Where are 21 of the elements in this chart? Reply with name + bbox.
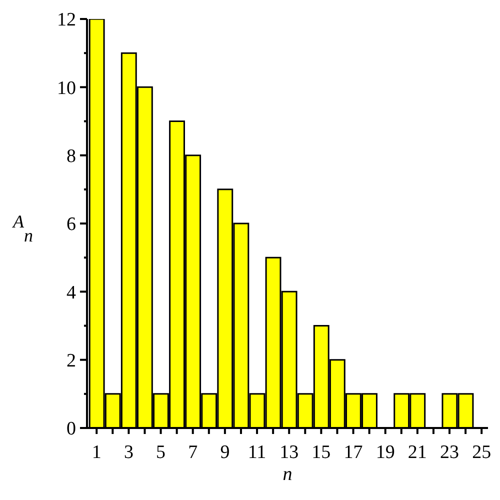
y-tick-label: 10 — [57, 78, 76, 99]
x-tick-label: 13 — [280, 442, 299, 463]
x-tick-label: 19 — [376, 442, 395, 463]
y-tick-label: 12 — [57, 10, 76, 31]
x-tick-label: 21 — [408, 442, 427, 463]
x-tick-label: 1 — [92, 442, 102, 463]
x-tick-label: 15 — [312, 442, 331, 463]
y-tick-label: 4 — [66, 282, 76, 304]
x-tick-label: 3 — [124, 442, 134, 463]
y-tick-label: 2 — [66, 350, 76, 372]
x-tick-label: 11 — [248, 442, 266, 463]
y-tick-label: 0 — [66, 418, 76, 440]
x-tick-label: 23 — [440, 442, 460, 463]
x-tick-label: 5 — [156, 442, 166, 463]
x-tick-label: 7 — [188, 442, 198, 463]
y-tick-label: 8 — [66, 146, 76, 167]
x-tick-label: 17 — [344, 442, 363, 463]
x-tick-label: 9 — [220, 442, 230, 463]
y-tick-label: 6 — [66, 214, 76, 236]
x-tick-label: 25 — [472, 442, 492, 463]
x-axis-title: n — [282, 464, 292, 485]
